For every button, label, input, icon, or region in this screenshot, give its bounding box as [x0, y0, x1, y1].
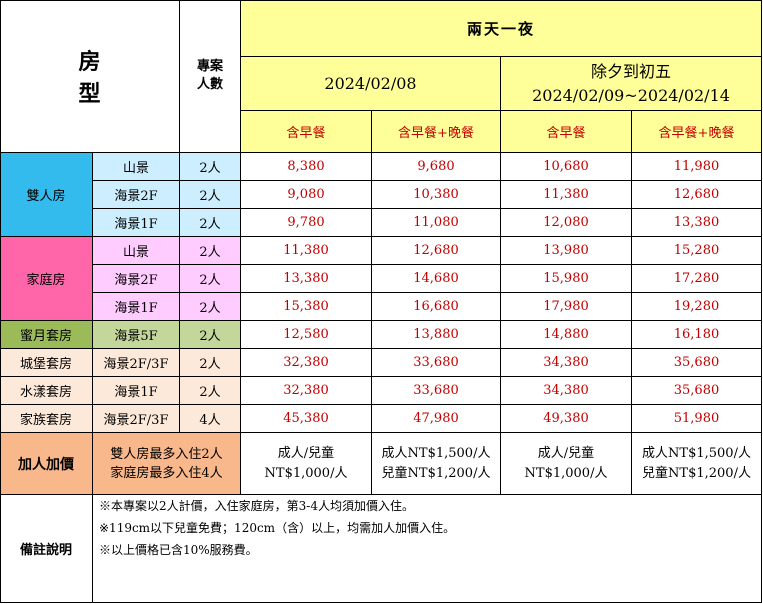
price-cell: 35,680: [632, 349, 762, 377]
price-cell: 9,680: [372, 153, 501, 181]
price-cell: 13,380: [241, 265, 372, 293]
room-people: 2人: [180, 153, 241, 181]
extra-price-4: 成人NT$1,500/人 兒童NT$1,200/人: [632, 433, 762, 495]
extra-price-1: 成人/兒童 NT$1,000/人: [241, 433, 372, 495]
price-cell: 12,680: [372, 237, 501, 265]
price-cell: 47,980: [372, 405, 501, 433]
price-cell: 9,780: [241, 209, 372, 237]
period-header: 兩天一夜: [241, 0, 762, 57]
room-people: 2人: [180, 181, 241, 209]
price-cell: 16,180: [632, 321, 762, 349]
price-cell: 9,080: [241, 181, 372, 209]
price-cell: 11,980: [632, 153, 762, 181]
room-view: 海景1F: [93, 377, 180, 405]
price-cell: 33,680: [372, 349, 501, 377]
room-people: 4人: [180, 405, 241, 433]
date2-header: 除夕到初五 2024/02/09~2024/02/14: [501, 57, 762, 111]
extra-price-3: 成人/兒童 NT$1,000/人: [501, 433, 632, 495]
price-cell: 51,980: [632, 405, 762, 433]
group-label: 城堡套房: [0, 349, 93, 377]
note-line: ※以上價格已含10%服務費。: [99, 543, 258, 557]
price-cell: 11,080: [372, 209, 501, 237]
notes-label: 備註說明: [0, 495, 93, 603]
extra-limits: 雙人房最多入住2人 家庭房最多入住4人: [93, 433, 241, 495]
price-cell: 19,280: [632, 293, 762, 321]
price-cell: 17,980: [501, 293, 632, 321]
price-cell: 17,280: [632, 265, 762, 293]
price-cell: 13,380: [632, 209, 762, 237]
room-view: 海景2F: [93, 265, 180, 293]
price-cell: 12,680: [632, 181, 762, 209]
room-view: 山景: [93, 153, 180, 181]
room-people: 2人: [180, 349, 241, 377]
price-cell: 32,380: [241, 377, 372, 405]
price-cell: 13,980: [501, 237, 632, 265]
room-view: 海景5F: [93, 321, 180, 349]
price-cell: 11,380: [241, 237, 372, 265]
group-label: 家族套房: [0, 405, 93, 433]
room-view: 海景1F: [93, 293, 180, 321]
price-cell: 12,580: [241, 321, 372, 349]
price-cell: 35,680: [632, 377, 762, 405]
room-people: 2人: [180, 265, 241, 293]
room-people: 2人: [180, 321, 241, 349]
room-people: 2人: [180, 237, 241, 265]
price-cell: 14,880: [501, 321, 632, 349]
price-cell: 15,280: [632, 237, 762, 265]
price-cell: 49,380: [501, 405, 632, 433]
price-cell: 15,980: [501, 265, 632, 293]
price-cell: 34,380: [501, 377, 632, 405]
group-label: 雙人房: [0, 153, 93, 237]
room-view: 海景2F/3F: [93, 349, 180, 377]
price-cell: 13,880: [372, 321, 501, 349]
room-view: 海景2F: [93, 181, 180, 209]
room-view: 海景1F: [93, 209, 180, 237]
price-cell: 10,380: [372, 181, 501, 209]
group-label: 家庭房: [0, 237, 93, 321]
sub-header-3: 含早餐: [501, 111, 632, 153]
group-label: 水漾套房: [0, 377, 93, 405]
sub-header-2: 含早餐+晚餐: [372, 111, 501, 153]
extra-label: 加人加價: [0, 433, 93, 495]
price-cell: 12,080: [501, 209, 632, 237]
plan-people-header: 專案 人數: [180, 0, 241, 153]
group-label: 蜜月套房: [0, 321, 93, 349]
sub-header-4: 含早餐+晚餐: [632, 111, 762, 153]
sub-header-1: 含早餐: [241, 111, 372, 153]
price-cell: 14,680: [372, 265, 501, 293]
price-cell: 15,380: [241, 293, 372, 321]
price-cell: 45,380: [241, 405, 372, 433]
price-cell: 34,380: [501, 349, 632, 377]
price-cell: 10,680: [501, 153, 632, 181]
date1-header: 2024/02/08: [241, 57, 501, 111]
room-view: 山景: [93, 237, 180, 265]
price-cell: 8,380: [241, 153, 372, 181]
notes-content: ※本專案以2人計價，入住家庭房，第3-4人均須加價入住。 ※119cm以下兒童免…: [93, 495, 762, 603]
price-cell: 16,680: [372, 293, 501, 321]
note-line: ※119cm以下兒童免費；120cm（含）以上，均需加人加價入住。: [99, 521, 456, 535]
room-type-header: 房 型: [0, 0, 180, 153]
price-cell: 33,680: [372, 377, 501, 405]
room-people: 2人: [180, 293, 241, 321]
room-people: 2人: [180, 209, 241, 237]
extra-price-2: 成人NT$1,500/人 兒童NT$1,200/人: [372, 433, 501, 495]
price-cell: 32,380: [241, 349, 372, 377]
note-line: ※本專案以2人計價，入住家庭房，第3-4人均須加價入住。: [99, 499, 414, 513]
room-view: 海景2F/3F: [93, 405, 180, 433]
room-people: 2人: [180, 377, 241, 405]
price-cell: 11,380: [501, 181, 632, 209]
